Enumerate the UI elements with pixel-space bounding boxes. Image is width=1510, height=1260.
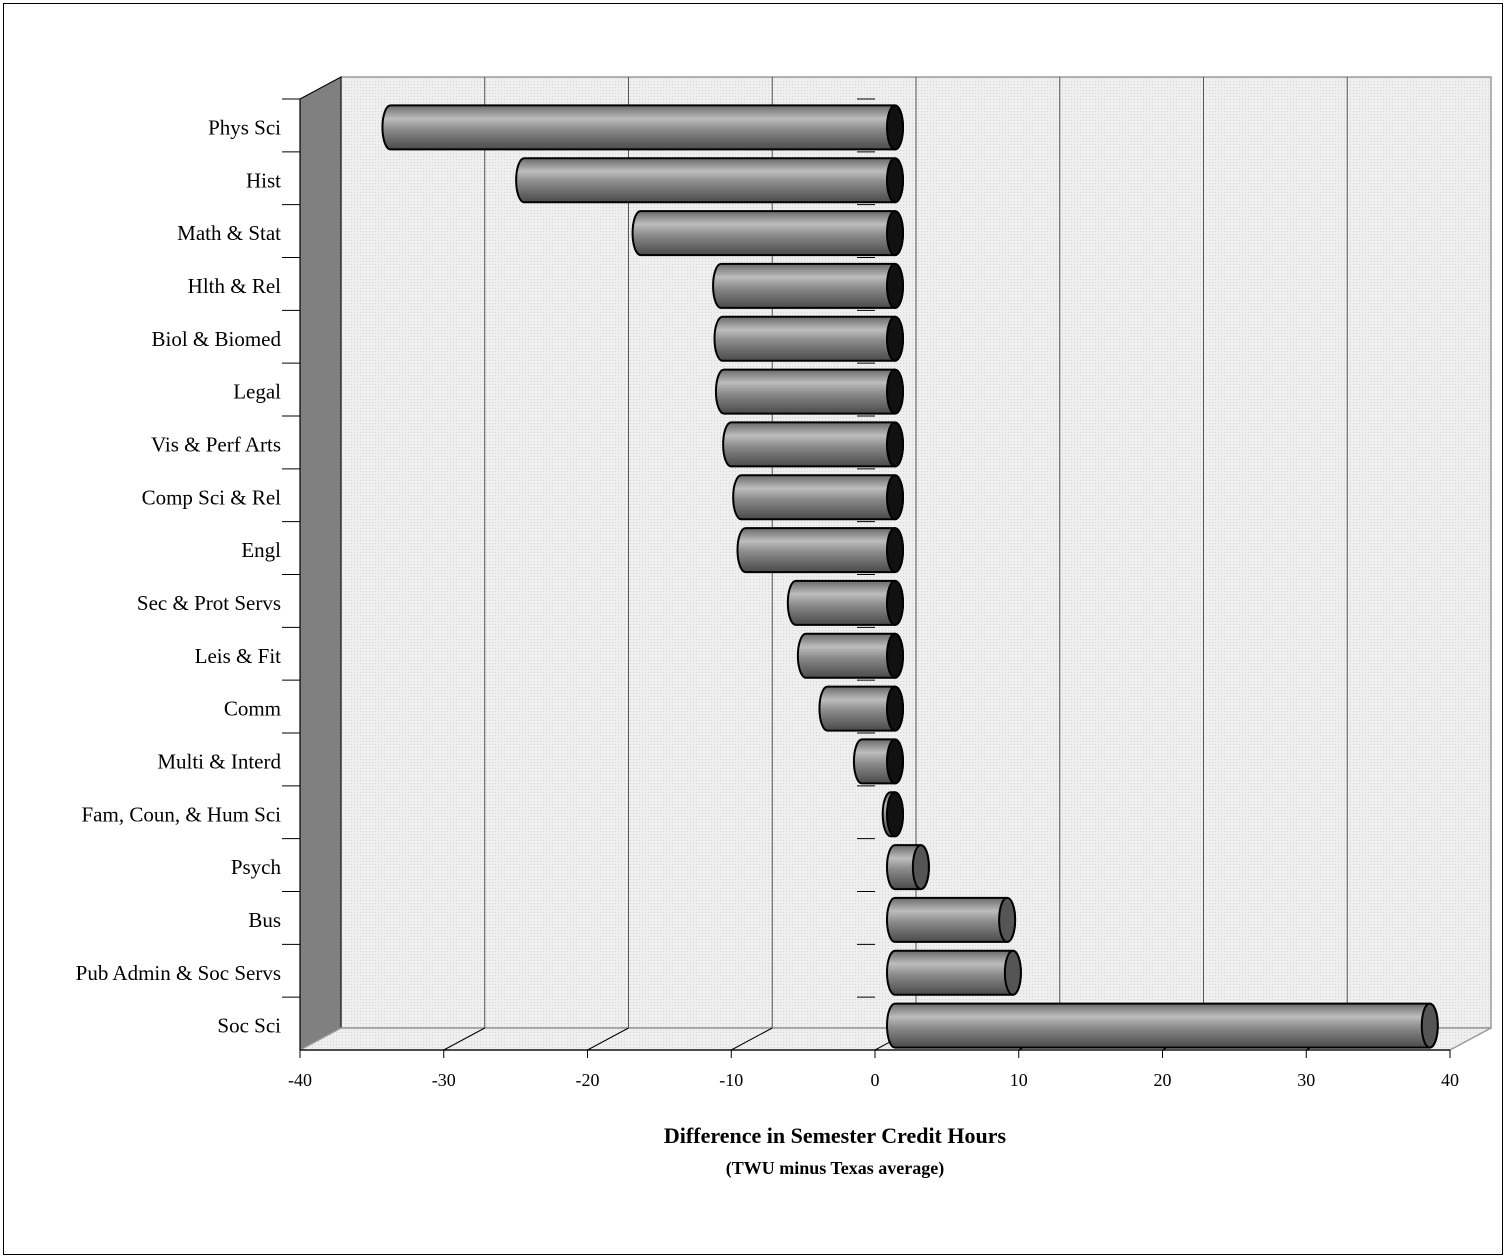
- bar-body: [886, 1002, 1439, 1049]
- bar-body: [736, 527, 904, 574]
- category-labels: Phys Sci Hist Math & Stat Hlth & Rel Biol & …: [76, 115, 282, 1037]
- bar-body: [515, 157, 904, 204]
- category-label: Vis & Perf Arts: [151, 432, 281, 456]
- bar-cap: [886, 527, 904, 574]
- x-tick-label: -30: [432, 1070, 456, 1090]
- bar-cap: [886, 315, 904, 362]
- bar-10: [796, 632, 904, 679]
- category-label: Soc Sci: [217, 1014, 281, 1038]
- bar-cap: [1420, 1002, 1439, 1049]
- bar-13: [881, 791, 904, 838]
- bar-body: [381, 104, 904, 151]
- x-axis-title: Difference in Semester Credit Hours: [664, 1123, 1007, 1148]
- category-label: Comp Sci & Rel: [142, 485, 282, 509]
- bar-body: [886, 896, 1017, 943]
- category-label: Pub Admin & Soc Servs: [76, 961, 281, 985]
- bar-body: [732, 474, 904, 521]
- bar-cap: [886, 791, 904, 838]
- bar-cap: [886, 579, 904, 626]
- floor-gridline: [731, 1027, 773, 1051]
- bar-1: [515, 157, 904, 204]
- category-label: Legal: [233, 380, 281, 404]
- bar-16: [886, 949, 1022, 996]
- bar-body: [631, 210, 904, 257]
- bar-cap: [911, 844, 930, 891]
- category-label: Psych: [231, 855, 282, 879]
- bar-body: [713, 315, 904, 362]
- bar-17: [886, 1002, 1439, 1049]
- bar-6: [722, 421, 904, 468]
- x-tick-label: 20: [1154, 1070, 1172, 1090]
- x-tick-label: -20: [576, 1070, 600, 1090]
- category-label: Comm: [224, 697, 281, 721]
- bar-cap: [886, 632, 904, 679]
- side-wall: [299, 76, 342, 1051]
- floor-gridline: [587, 1027, 629, 1051]
- category-label: Bus: [248, 908, 281, 932]
- category-label: Phys Sci: [208, 115, 281, 139]
- x-tick-label: 30: [1297, 1070, 1315, 1090]
- floor-gridline: [443, 1027, 485, 1051]
- bar-7: [732, 474, 904, 521]
- category-label: Multi & Interd: [157, 749, 281, 773]
- category-label: Sec & Prot Servs: [137, 591, 281, 615]
- bar-0: [381, 104, 904, 151]
- bars: [381, 104, 1439, 1049]
- bar-11: [818, 685, 904, 732]
- category-label: Engl: [241, 538, 281, 562]
- x-tick-label: -10: [719, 1070, 743, 1090]
- bar-9: [786, 579, 904, 626]
- bar-14: [886, 844, 930, 891]
- bar-body: [722, 421, 904, 468]
- bar-cap: [886, 474, 904, 521]
- chart-frame: [3, 3, 1503, 1255]
- bar-4: [713, 315, 904, 362]
- bar-cap: [886, 685, 904, 732]
- bar-cap: [886, 368, 904, 415]
- bar-8: [736, 527, 904, 574]
- bar-3: [712, 262, 904, 309]
- bar-5: [714, 368, 904, 415]
- bar-cap: [886, 157, 904, 204]
- category-label: Hist: [246, 168, 281, 192]
- bar-body: [714, 368, 904, 415]
- bar-cap: [886, 738, 904, 785]
- x-tick-label: 40: [1441, 1070, 1459, 1090]
- bar-cap: [886, 210, 904, 257]
- x-tick-label: 10: [1010, 1070, 1028, 1090]
- category-label: Biol & Biomed: [151, 327, 281, 351]
- x-tick-label: 0: [871, 1070, 880, 1090]
- bar-15: [886, 896, 1017, 943]
- bar-body: [712, 262, 904, 309]
- x-tick-labels: -40 -30 -20 -10 0 10 20 30 40: [288, 1070, 1459, 1090]
- category-label: Math & Stat: [177, 221, 281, 245]
- category-label: Hlth & Rel: [188, 274, 281, 298]
- x-tick-label: -40: [288, 1070, 312, 1090]
- bar-cap: [886, 262, 904, 309]
- bar-2: [631, 210, 904, 257]
- category-label: Leis & Fit: [195, 644, 282, 668]
- x-axis-subtitle: (TWU minus Texas average): [726, 1158, 945, 1179]
- bar-cap: [998, 896, 1017, 943]
- bar-cap: [886, 421, 904, 468]
- bar-12: [852, 738, 904, 785]
- bar-body: [886, 949, 1022, 996]
- category-label: Fam, Coun, & Hum Sci: [81, 802, 281, 826]
- bar-cap: [1003, 949, 1022, 996]
- bar-body: [786, 579, 904, 626]
- bar-cap: [886, 104, 904, 151]
